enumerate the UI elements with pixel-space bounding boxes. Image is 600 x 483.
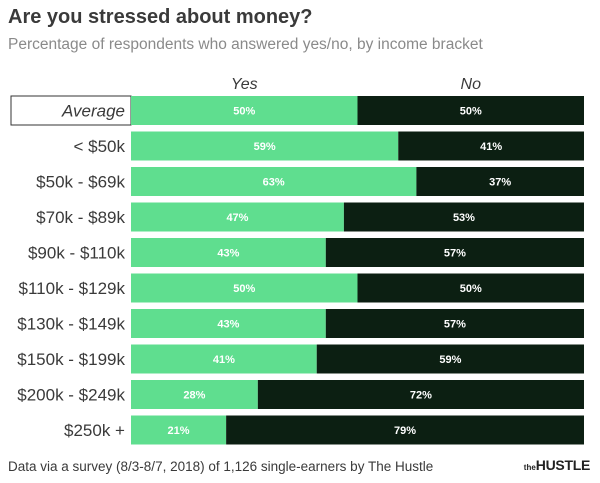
data-label-no: 50% [460, 106, 482, 118]
data-label-yes: 50% [233, 106, 255, 118]
legend-yes: Yes [231, 76, 258, 93]
category-label: < $50k [73, 137, 125, 156]
bar-yes [131, 238, 326, 267]
bar-yes [131, 380, 258, 409]
bar-yes [131, 273, 358, 303]
category-label: $110k - $129k [19, 279, 126, 298]
data-label-yes: 28% [183, 390, 205, 402]
source-note: Data via a survey (8/3-8/7, 2018) of 1,1… [8, 459, 434, 474]
category-label: $50k - $69k [36, 173, 125, 192]
data-label-no: 72% [410, 390, 432, 402]
legend-no: No [461, 76, 482, 93]
data-label-yes: 21% [168, 425, 190, 437]
bar-yes [131, 415, 227, 445]
bar-no [416, 167, 584, 196]
bar-no [357, 96, 584, 125]
data-label-yes: 50% [233, 283, 255, 295]
category-label: $70k - $89k [36, 208, 125, 227]
data-label-no: 57% [444, 248, 466, 260]
bar-no [226, 415, 584, 445]
data-label-yes: 41% [213, 354, 235, 366]
bar-no [325, 238, 584, 267]
category-label: Average [61, 102, 125, 121]
data-label-no: 41% [480, 141, 502, 153]
bar-no [357, 273, 584, 303]
hustle-logo: theHUSTLE [523, 457, 591, 473]
data-label-no: 50% [460, 283, 482, 295]
data-label-no: 79% [394, 425, 416, 437]
data-label-no: 59% [439, 354, 461, 366]
data-label-yes: 43% [217, 248, 239, 260]
bar-no [257, 380, 584, 409]
highlight-box [10, 95, 132, 126]
category-label: $150k - $199k [17, 350, 125, 369]
bar-no [316, 344, 584, 374]
bar-yes [131, 202, 344, 232]
bar-yes [131, 167, 417, 196]
bar-no [325, 309, 584, 338]
data-label-no: 53% [453, 212, 475, 224]
data-label-no: 57% [444, 319, 466, 331]
category-label: $90k - $110k [28, 244, 126, 263]
chart-title: Are you stressed about money? [8, 6, 313, 28]
bar-yes [131, 309, 326, 338]
bar-yes [131, 131, 399, 161]
data-label-yes: 59% [254, 141, 276, 153]
category-label: $200k - $249k [17, 386, 125, 405]
bar-no [343, 202, 584, 232]
bar-yes [131, 96, 358, 125]
data-label-yes: 63% [263, 177, 285, 189]
data-label-yes: 43% [217, 319, 239, 331]
bar-yes [131, 344, 317, 374]
category-label: $130k - $149k [17, 315, 125, 334]
data-label-yes: 47% [226, 212, 248, 224]
bar-no [398, 131, 584, 161]
data-label-no: 37% [489, 177, 511, 189]
chart-subtitle: Percentage of respondents who answered y… [8, 36, 483, 53]
category-label: $250k + [64, 421, 125, 440]
